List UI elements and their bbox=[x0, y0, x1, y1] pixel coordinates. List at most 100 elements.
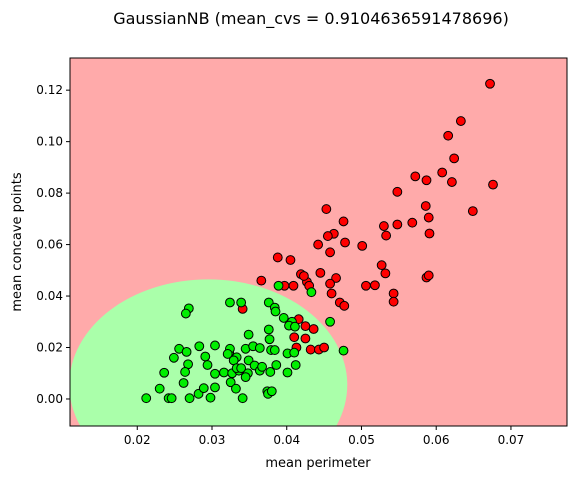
data-point-green bbox=[181, 346, 192, 357]
data-point-green bbox=[338, 345, 349, 356]
data-point-red bbox=[288, 280, 299, 291]
data-point-red bbox=[315, 267, 326, 278]
data-point-red bbox=[423, 212, 434, 223]
data-point-green bbox=[178, 378, 189, 388]
data-point-green bbox=[222, 349, 233, 359]
y-tick-label: 0.12 bbox=[36, 83, 63, 97]
data-point-green bbox=[306, 287, 317, 298]
data-point-green bbox=[168, 352, 179, 363]
data-point-red bbox=[325, 247, 335, 258]
data-point-green bbox=[264, 334, 275, 345]
data-point-green bbox=[236, 297, 247, 308]
data-point-red bbox=[380, 268, 391, 279]
y-axis-label: mean concave points bbox=[10, 172, 25, 311]
data-point-red bbox=[424, 228, 435, 239]
x-tick-label: 0.04 bbox=[273, 433, 300, 447]
data-point-red bbox=[313, 239, 324, 250]
data-point-red bbox=[485, 78, 495, 89]
data-point-green bbox=[254, 343, 265, 353]
x-tick-label: 0.07 bbox=[498, 433, 525, 447]
data-point-green bbox=[225, 297, 235, 308]
data-point-green bbox=[289, 347, 300, 358]
data-point-green bbox=[265, 367, 276, 377]
data-point-red bbox=[256, 275, 267, 286]
data-point-green bbox=[278, 313, 289, 323]
data-point-red bbox=[420, 201, 431, 211]
data-point-red bbox=[285, 255, 296, 265]
data-point-red bbox=[467, 206, 478, 217]
data-point-red bbox=[272, 252, 283, 263]
data-point-red bbox=[300, 333, 311, 344]
data-point-red bbox=[326, 288, 337, 299]
plot-area bbox=[70, 58, 567, 426]
data-point-red bbox=[449, 153, 460, 164]
data-point-green bbox=[210, 340, 220, 351]
y-axis: 0.00 0.02 0.04 0.06 0.08 0.10 0.12 bbox=[36, 83, 70, 406]
data-point-red bbox=[289, 332, 300, 343]
data-point-red bbox=[325, 278, 335, 289]
data-point-red bbox=[322, 231, 333, 241]
data-point-green bbox=[180, 308, 191, 319]
scatter-points bbox=[141, 78, 498, 404]
data-point-red bbox=[319, 342, 330, 353]
data-point-red bbox=[378, 221, 389, 231]
data-point-green bbox=[154, 383, 165, 394]
chart-title: GaussianNB (mean_cvs = 0.910463659147869… bbox=[113, 9, 509, 29]
data-point-red bbox=[361, 280, 371, 291]
y-tick-label: 0.10 bbox=[36, 135, 63, 149]
data-point-green bbox=[141, 393, 152, 404]
data-point-red bbox=[308, 324, 319, 334]
data-point-red bbox=[447, 177, 457, 187]
data-point-green bbox=[219, 367, 229, 378]
data-point-green bbox=[263, 324, 274, 335]
data-point-red bbox=[437, 167, 448, 178]
data-point-red bbox=[331, 273, 341, 283]
data-point-green bbox=[270, 306, 281, 317]
data-point-red bbox=[370, 280, 380, 291]
data-point-green bbox=[257, 361, 267, 372]
data-point-green bbox=[198, 383, 209, 394]
y-tick-label: 0.06 bbox=[36, 238, 63, 252]
data-point-green bbox=[325, 316, 335, 327]
data-point-red bbox=[392, 219, 403, 230]
data-point-green bbox=[236, 363, 247, 373]
data-point-green bbox=[237, 393, 248, 404]
data-point-green bbox=[205, 392, 216, 403]
data-point-red bbox=[407, 217, 418, 228]
x-axis: 0.02 0.03 0.04 0.05 0.06 0.07 bbox=[124, 426, 524, 447]
data-point-green bbox=[282, 367, 293, 378]
data-point-red bbox=[376, 260, 387, 271]
data-point-red bbox=[340, 237, 350, 248]
data-point-green bbox=[271, 360, 282, 370]
data-point-green bbox=[184, 393, 195, 404]
decision-region-ellipse bbox=[70, 279, 348, 426]
data-point-green bbox=[159, 367, 170, 378]
data-point-red bbox=[421, 175, 432, 186]
data-point-green bbox=[269, 345, 280, 355]
data-point-green bbox=[210, 382, 220, 393]
y-tick-label: 0.02 bbox=[36, 341, 63, 355]
data-point-red bbox=[392, 186, 403, 197]
data-point-green bbox=[202, 360, 213, 370]
plot-frame bbox=[69, 57, 568, 427]
data-point-red bbox=[443, 130, 454, 141]
data-point-red bbox=[338, 216, 349, 227]
y-tick-label: 0.08 bbox=[36, 186, 63, 200]
data-point-green bbox=[290, 321, 300, 332]
x-tick-label: 0.05 bbox=[348, 433, 375, 447]
data-point-green bbox=[240, 372, 251, 383]
data-point-red bbox=[410, 171, 421, 182]
data-point-red bbox=[381, 230, 392, 241]
data-point-green bbox=[290, 360, 301, 370]
data-point-red bbox=[321, 204, 332, 214]
data-point-red bbox=[388, 296, 399, 307]
data-point-red bbox=[357, 240, 368, 251]
data-point-green bbox=[210, 368, 220, 379]
data-point-green bbox=[200, 351, 211, 362]
data-point-green bbox=[194, 341, 205, 352]
y-tick-label: 0.00 bbox=[36, 392, 63, 406]
x-axis-label: mean perimeter bbox=[265, 456, 371, 471]
data-point-red bbox=[488, 179, 498, 190]
data-point-green bbox=[243, 329, 254, 340]
